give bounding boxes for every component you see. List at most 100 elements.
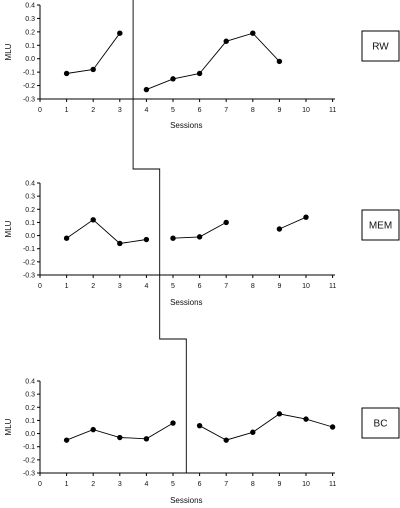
y-tick-label: 0.3 bbox=[25, 16, 35, 23]
data-point bbox=[143, 86, 150, 93]
x-tick-label: 3 bbox=[118, 283, 122, 290]
data-point bbox=[223, 437, 229, 443]
x-tick-label: 4 bbox=[144, 283, 148, 290]
x-tick-label: 3 bbox=[118, 481, 122, 488]
x-tick-label: 5 bbox=[171, 283, 175, 290]
data-point bbox=[170, 420, 176, 426]
y-tick-label: -0.1 bbox=[23, 70, 35, 77]
x-tick-label: 1 bbox=[65, 283, 69, 290]
y-tick-label: 0.0 bbox=[25, 233, 35, 240]
y-tick-label: 0.3 bbox=[25, 194, 35, 201]
data-point bbox=[90, 66, 96, 73]
x-tick-label: 2 bbox=[91, 107, 95, 114]
data-point bbox=[170, 235, 176, 241]
x-tick-label: 10 bbox=[302, 107, 310, 114]
x-tick-label: 7 bbox=[224, 107, 228, 114]
y-tick-label: 0.2 bbox=[25, 29, 35, 36]
x-axis-title: Sessions bbox=[170, 121, 202, 130]
data-point bbox=[143, 236, 150, 243]
x-tick-label: 10 bbox=[302, 481, 310, 488]
y-tick-label: 0.1 bbox=[25, 418, 35, 425]
series-line-segment-3 bbox=[279, 216, 307, 230]
y-axis-title: MLU bbox=[4, 43, 13, 60]
y-tick-label: -0.2 bbox=[23, 259, 35, 266]
data-point bbox=[90, 426, 96, 433]
data-point bbox=[117, 434, 123, 441]
y-tick-label: -0.3 bbox=[23, 471, 35, 478]
x-tick-label: 0 bbox=[38, 283, 42, 290]
x-tick-label: 11 bbox=[329, 481, 336, 488]
data-point bbox=[196, 70, 203, 77]
x-tick-label: 4 bbox=[144, 107, 148, 114]
x-tick-label: 2 bbox=[91, 481, 95, 488]
x-tick-label: 1 bbox=[65, 107, 69, 114]
participant-label: MEM bbox=[369, 221, 392, 232]
data-point bbox=[63, 235, 70, 241]
data-point bbox=[276, 411, 283, 417]
data-point bbox=[63, 70, 70, 77]
x-tick-label: 6 bbox=[198, 283, 202, 290]
y-tick-label: 0.2 bbox=[25, 207, 35, 214]
x-tick-label: 9 bbox=[277, 107, 281, 114]
x-tick-label: 2 bbox=[91, 283, 95, 290]
series-line-segment-2 bbox=[146, 32, 280, 91]
data-point bbox=[196, 422, 203, 429]
x-tick-label: 10 bbox=[302, 283, 310, 290]
data-point bbox=[170, 76, 176, 82]
y-tick-label: 0.4 bbox=[25, 181, 35, 188]
data-point bbox=[276, 58, 283, 65]
x-tick-label: 8 bbox=[251, 107, 255, 114]
x-tick-label: 8 bbox=[251, 481, 255, 488]
x-tick-label: 6 bbox=[198, 107, 202, 114]
participant-label: BC bbox=[374, 419, 388, 430]
x-tick-label: 5 bbox=[171, 107, 175, 114]
y-tick-label: 0.4 bbox=[25, 379, 35, 386]
panel-rw: -0.3 -0.2 -0.1 0.0 0.1 0.2 0.3 0.4 0 1 2 3 4 5 6 7 8 9 10 1… bbox=[4, 3, 400, 130]
data-point bbox=[250, 30, 256, 36]
x-tick-label: 3 bbox=[118, 107, 122, 114]
y-tick-label: 0.0 bbox=[25, 431, 35, 438]
y-tick-label: -0.3 bbox=[23, 97, 35, 104]
y-tick-label: 0.2 bbox=[25, 405, 35, 412]
y-tick-label: 0.4 bbox=[25, 3, 35, 10]
y-tick-label: 0.3 bbox=[25, 392, 35, 399]
panel-mem: -0.3 -0.2 -0.1 0.0 0.1 0.2 0.3 0.4 0 1 2 3 4 5 6 7 8 9 10 1… bbox=[4, 181, 400, 307]
x-tick-label: 9 bbox=[277, 481, 281, 488]
x-tick-label: 9 bbox=[277, 283, 281, 290]
x-tick-label: 7 bbox=[224, 481, 228, 488]
data-point bbox=[223, 38, 229, 44]
participant-label: RW bbox=[372, 42, 389, 53]
y-tick-label: -0.3 bbox=[23, 273, 35, 280]
phase-change-line bbox=[132, 0, 187, 473]
panel-bc: -0.3 -0.2 -0.1 0.0 0.1 0.2 0.3 0.4 0 1 2 3 4 5 6 7 8 9 10 1… bbox=[4, 379, 400, 505]
data-point bbox=[223, 219, 229, 226]
data-point bbox=[143, 436, 150, 442]
y-tick-label: -0.2 bbox=[23, 83, 35, 90]
x-tick-label: 0 bbox=[38, 107, 42, 114]
x-tick-label: 4 bbox=[144, 481, 148, 488]
x-tick-label: 5 bbox=[171, 481, 175, 488]
y-tick-label: 0.0 bbox=[25, 56, 35, 63]
participant-label-box bbox=[361, 30, 400, 62]
y-tick-label: 0.1 bbox=[25, 220, 35, 227]
data-point bbox=[303, 214, 309, 220]
x-tick-label: 7 bbox=[224, 283, 228, 290]
data-point bbox=[196, 234, 203, 240]
x-tick-label: 1 bbox=[65, 481, 69, 488]
data-point bbox=[329, 424, 336, 430]
data-point bbox=[63, 437, 70, 443]
x-tick-label: 8 bbox=[251, 283, 255, 290]
x-axis-title: Sessions bbox=[170, 298, 202, 307]
data-point bbox=[117, 240, 123, 247]
series-line-segment-2 bbox=[199, 413, 333, 441]
y-axis-title: MLU bbox=[4, 418, 13, 435]
data-point bbox=[303, 416, 309, 422]
participant-label-box bbox=[361, 407, 400, 439]
x-axis-title: Sessions bbox=[170, 496, 202, 505]
series-line-segment-1 bbox=[66, 219, 147, 244]
y-tick-label: 0.1 bbox=[25, 43, 35, 50]
data-point bbox=[276, 226, 283, 232]
y-tick-label: -0.2 bbox=[23, 457, 35, 464]
y-tick-label: -0.1 bbox=[23, 246, 35, 253]
